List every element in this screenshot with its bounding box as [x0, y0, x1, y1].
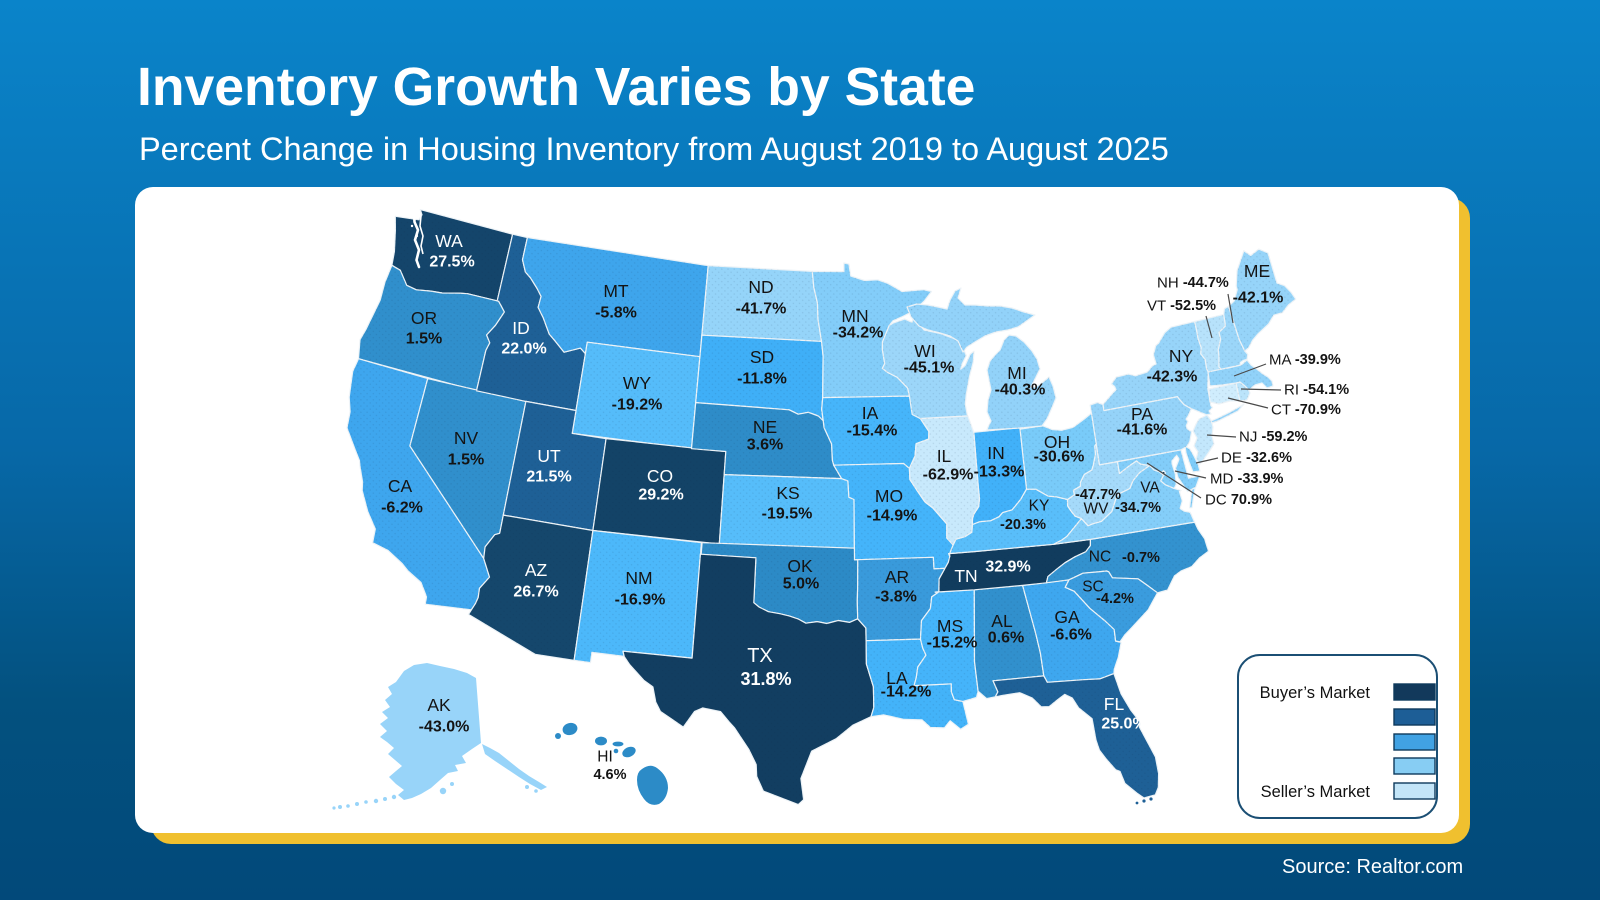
- svg-text:25.0%: 25.0%: [1101, 716, 1146, 733]
- svg-text:KS: KS: [776, 483, 799, 503]
- svg-text:LA: LA: [886, 668, 908, 688]
- svg-text:AZ: AZ: [525, 560, 548, 580]
- svg-text:MI: MI: [1007, 363, 1026, 383]
- svg-text:CO: CO: [647, 466, 673, 486]
- svg-text:-14.9%: -14.9%: [867, 508, 918, 525]
- svg-text:MA -39.9%: MA -39.9%: [1269, 352, 1341, 369]
- svg-text:-6.2%: -6.2%: [381, 500, 423, 517]
- svg-text:26.7%: 26.7%: [513, 584, 558, 601]
- svg-text:WY: WY: [623, 373, 652, 393]
- svg-text:OR: OR: [411, 308, 437, 328]
- svg-text:5.0%: 5.0%: [783, 576, 819, 593]
- svg-text:OK: OK: [787, 556, 813, 576]
- svg-text:VT -52.5%: VT -52.5%: [1147, 298, 1216, 315]
- svg-text:RI -54.1%: RI -54.1%: [1284, 382, 1349, 399]
- svg-text:ND: ND: [748, 277, 773, 297]
- svg-text:WV: WV: [1084, 501, 1110, 518]
- svg-text:-20.3%: -20.3%: [1000, 517, 1046, 533]
- svg-text:VA: VA: [1140, 480, 1160, 497]
- svg-text:AR: AR: [885, 567, 909, 587]
- svg-text:AL: AL: [991, 611, 1013, 631]
- svg-text:4.6%: 4.6%: [593, 767, 626, 783]
- svg-text:3.6%: 3.6%: [747, 437, 783, 454]
- svg-text:HI: HI: [597, 749, 613, 766]
- svg-text:NH -44.7%: NH -44.7%: [1157, 275, 1229, 292]
- svg-text:CA: CA: [388, 476, 413, 496]
- svg-text:22.0%: 22.0%: [501, 341, 546, 358]
- svg-text:-43.0%: -43.0%: [419, 719, 470, 736]
- svg-text:-4.2%: -4.2%: [1096, 591, 1134, 607]
- svg-text:TN: TN: [954, 566, 977, 586]
- svg-text:OH: OH: [1044, 432, 1070, 452]
- svg-text:-42.1%: -42.1%: [1233, 290, 1284, 307]
- svg-text:29.2%: 29.2%: [638, 487, 683, 504]
- svg-text:-47.7%: -47.7%: [1075, 487, 1121, 503]
- svg-text:1.5%: 1.5%: [406, 331, 442, 348]
- svg-text:AK: AK: [427, 695, 451, 715]
- svg-text:1.5%: 1.5%: [448, 452, 484, 469]
- svg-text:MS: MS: [937, 616, 963, 636]
- svg-text:-15.2%: -15.2%: [927, 635, 978, 652]
- svg-text:ID: ID: [512, 318, 530, 338]
- svg-text:-42.3%: -42.3%: [1147, 369, 1198, 386]
- svg-text:-34.7%: -34.7%: [1115, 500, 1161, 516]
- svg-text:-0.7%: -0.7%: [1122, 550, 1160, 566]
- svg-text:21.5%: 21.5%: [526, 469, 571, 486]
- svg-text:31.8%: 31.8%: [740, 669, 791, 689]
- svg-text:-13.3%: -13.3%: [974, 464, 1025, 481]
- svg-text:IA: IA: [862, 403, 879, 423]
- svg-text:0.6%: 0.6%: [988, 630, 1024, 647]
- svg-text:Buyer’s Market: Buyer’s Market: [1260, 684, 1371, 702]
- svg-text:-6.6%: -6.6%: [1050, 627, 1092, 644]
- svg-text:-15.4%: -15.4%: [847, 423, 898, 440]
- svg-text:KY: KY: [1029, 498, 1050, 515]
- svg-text:NE: NE: [753, 417, 777, 437]
- svg-text:-5.8%: -5.8%: [595, 305, 637, 322]
- svg-text:ME: ME: [1244, 261, 1270, 281]
- svg-text:-19.5%: -19.5%: [762, 506, 813, 523]
- svg-text:SC: SC: [1082, 579, 1104, 596]
- svg-text:MT: MT: [603, 281, 629, 301]
- svg-text:-11.8%: -11.8%: [737, 371, 787, 388]
- svg-text:-14.2%: -14.2%: [881, 684, 932, 701]
- svg-text:NV: NV: [454, 428, 479, 448]
- svg-text:27.5%: 27.5%: [429, 254, 474, 271]
- svg-text:-16.9%: -16.9%: [615, 592, 666, 609]
- svg-text:WI: WI: [914, 341, 935, 361]
- svg-text:-62.9%: -62.9%: [923, 467, 974, 484]
- svg-text:TX: TX: [747, 645, 773, 667]
- svg-text:DC 70.9%: DC 70.9%: [1205, 492, 1272, 509]
- svg-text:NM: NM: [625, 568, 652, 588]
- svg-text:IN: IN: [987, 443, 1005, 463]
- svg-text:DE -32.6%: DE -32.6%: [1221, 450, 1292, 467]
- svg-text:MD -33.9%: MD -33.9%: [1210, 471, 1284, 488]
- svg-text:SD: SD: [750, 347, 774, 367]
- svg-text:-34.2%: -34.2%: [833, 325, 884, 342]
- svg-text:MO: MO: [875, 486, 903, 506]
- svg-text:-45.1%: -45.1%: [904, 360, 955, 377]
- svg-text:GA: GA: [1054, 607, 1080, 627]
- svg-text:Seller’s Market: Seller’s Market: [1261, 783, 1371, 801]
- svg-text:CT -70.9%: CT -70.9%: [1271, 402, 1341, 419]
- svg-text:FL: FL: [1104, 694, 1125, 714]
- svg-text:MN: MN: [841, 306, 868, 326]
- svg-text:-41.7%: -41.7%: [736, 301, 787, 318]
- svg-text:-19.2%: -19.2%: [612, 397, 663, 414]
- svg-text:NJ -59.2%: NJ -59.2%: [1239, 429, 1308, 446]
- svg-text:32.9%: 32.9%: [985, 559, 1030, 576]
- svg-text:-41.6%: -41.6%: [1117, 422, 1168, 439]
- svg-text:WA: WA: [435, 231, 463, 251]
- svg-text:IL: IL: [937, 446, 952, 466]
- svg-text:-30.6%: -30.6%: [1034, 449, 1085, 466]
- svg-text:UT: UT: [537, 446, 561, 466]
- svg-text:NY: NY: [1169, 346, 1194, 366]
- svg-text:-3.8%: -3.8%: [875, 589, 917, 606]
- svg-text:NC: NC: [1089, 549, 1111, 566]
- svg-text:-40.3%: -40.3%: [995, 382, 1046, 399]
- svg-text:PA: PA: [1131, 404, 1153, 424]
